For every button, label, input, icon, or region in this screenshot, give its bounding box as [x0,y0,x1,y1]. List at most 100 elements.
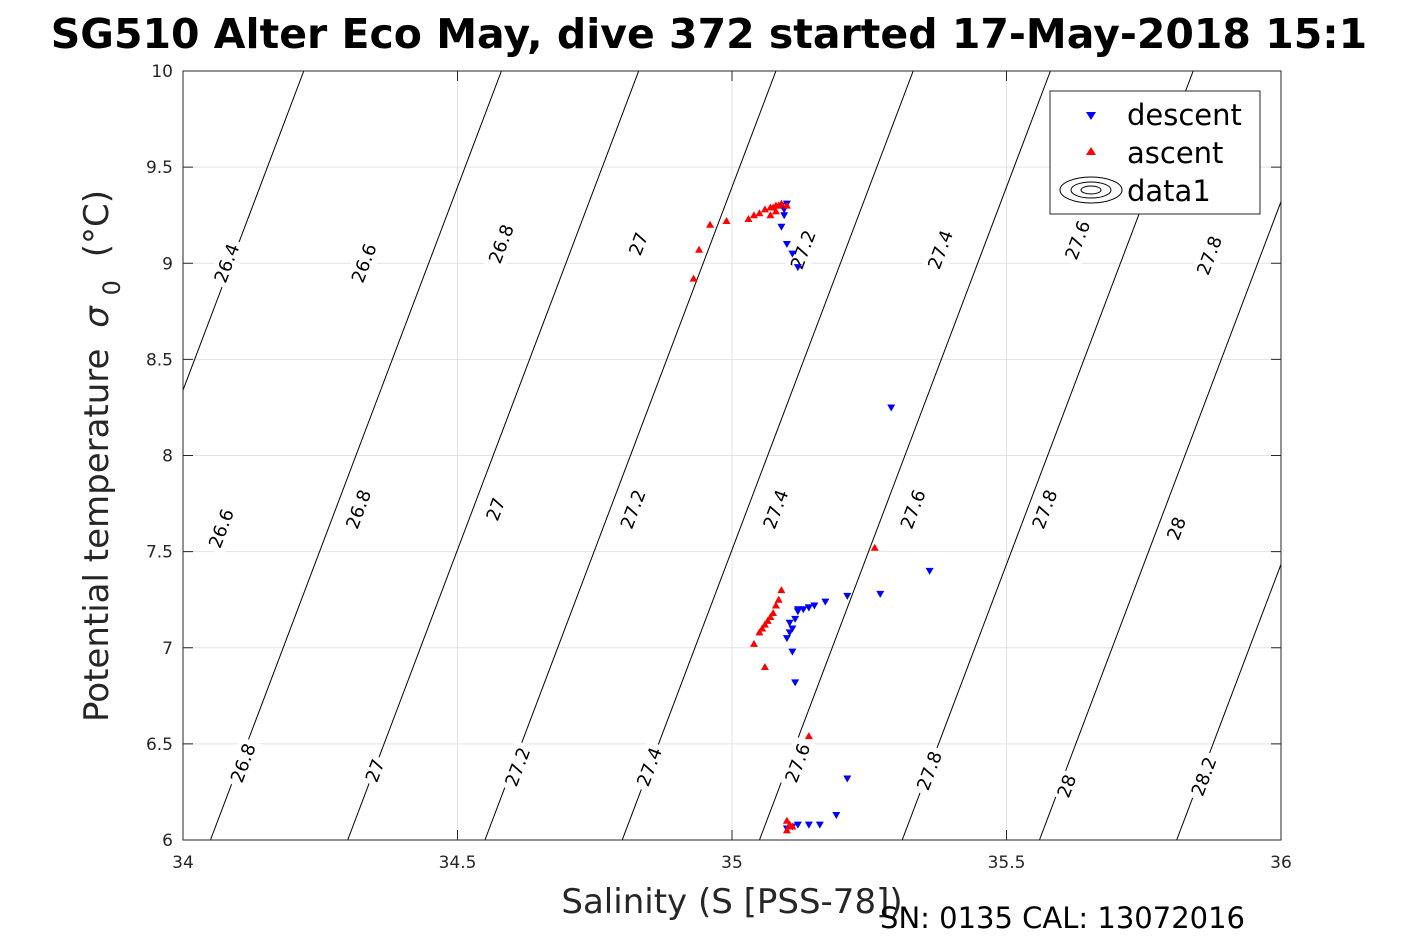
contour-label-background [498,740,538,794]
density-contours [183,71,1281,840]
descent-point [843,592,852,600]
legend-contour-icon [1059,176,1123,204]
contour-label-background [893,482,933,537]
contour-label-group: 28 [1160,511,1193,546]
contour-label-background [622,226,655,262]
y-axis-ticks: 6 6.5 7 7.5 8 8.5 9 9.5 10 [146,62,1281,851]
contour-line-27 [347,71,640,840]
x-tick-label: 35 [721,853,743,873]
ascent-point [769,203,778,211]
contour-label-background [920,223,961,277]
contour-label-group: 27.8 [1189,228,1230,283]
ascent-point [755,209,764,217]
descent-point [782,241,791,249]
grid-lines [183,71,1281,840]
descent-point [780,212,789,220]
descent-point [788,250,797,258]
ascent-point [782,201,791,209]
descent-point [876,590,885,598]
ascent-point [788,822,797,830]
contour-label-background [479,491,513,527]
ascent-series [689,199,879,834]
x-axis-label: Salinity (S [PSS-78]) [561,882,902,922]
contour-label-background [1189,228,1230,283]
ascent-point [766,211,775,219]
ascent-point [760,205,769,213]
ascent-point [755,628,764,636]
contour-label-background [1058,213,1098,267]
ascent-point [782,816,791,824]
contour-label-background [778,736,818,790]
contour-label-background [1160,511,1193,546]
y-tick-label: 10 [151,62,173,82]
legend-ascent-label: ascent [1127,136,1223,170]
y-tick-label: 8 [162,447,173,467]
contour-label-background [223,736,264,790]
x-axis-ticks: 34 34.5 35 35.5 36 [172,71,1292,873]
contour-label-background [1025,482,1065,537]
y-tick-label: 7.5 [146,543,173,563]
y-tick-label: 6 [162,831,173,851]
descent-point [785,629,794,637]
ascent-point [744,215,753,223]
contour-line-27-6 [758,71,1051,840]
contour-label-background [783,223,824,277]
descent-point [821,598,830,606]
contour-label-background [207,236,247,290]
x-tick-label: 34.5 [439,853,477,873]
contour-label-background [1184,749,1224,804]
contour-label-background [338,482,379,537]
ascent-point [760,662,769,670]
contour-line-26-8 [209,71,502,840]
descent-point [791,679,800,687]
ascent-point [771,207,780,215]
ascent-point [749,211,758,219]
contour-label-background [909,744,950,798]
descent-point [887,404,896,412]
contour-line-26-6 [183,71,305,392]
ascent-point [695,245,704,253]
y-tick-label: 7 [162,639,173,659]
descent-point [777,223,786,231]
contour-label-group: 27 [622,226,655,262]
ascent-point [777,586,786,594]
y-axis-label: Potential temperature σ 0 (°C) [77,190,129,722]
descent-point [791,615,800,623]
ascent-point [706,220,715,228]
contour-label-background [358,753,392,789]
contour-line-27-2 [484,71,777,840]
descent-point [793,821,802,829]
contour-line-28-2 [1176,562,1281,840]
descent-point [815,821,824,829]
contour-label-background [629,740,670,794]
contour-line-27-4 [621,71,914,840]
contour-label-group: 27.8 [909,744,950,798]
descent-point [793,264,802,272]
contour-label-background [481,217,522,271]
descent-point [788,648,797,656]
y-axis-label-text: Potential temperature [77,349,117,722]
ascent-point [870,543,879,551]
ascent-point [722,216,731,224]
ascent-point [804,732,813,740]
contour-label-background [756,482,796,537]
ascent-point [782,826,791,834]
y-tick-label: 8.5 [146,350,173,370]
descent-point [793,606,802,614]
y-axis-label-symbol: σ [77,305,117,328]
contour-label-background [1050,768,1084,804]
descent-point [804,821,813,829]
sensor-calibration-footer: SN: 0135 CAL: 13072016 [880,901,1245,935]
ascent-point [749,639,758,647]
y-axis-label-unit: (°C) [77,190,117,257]
descent-point [843,775,852,783]
descent-point [832,812,841,820]
contour-line-28 [1038,200,1281,840]
descent-point [799,606,808,614]
legend-ascent-marker [1086,147,1096,155]
y-tick-label: 9.5 [146,158,173,178]
ascent-point [689,274,698,282]
contour-label-background [201,501,242,556]
chart-title: SG510 Alter Eco May, dive 372 started 17… [51,10,1367,58]
descent-point [782,635,791,643]
